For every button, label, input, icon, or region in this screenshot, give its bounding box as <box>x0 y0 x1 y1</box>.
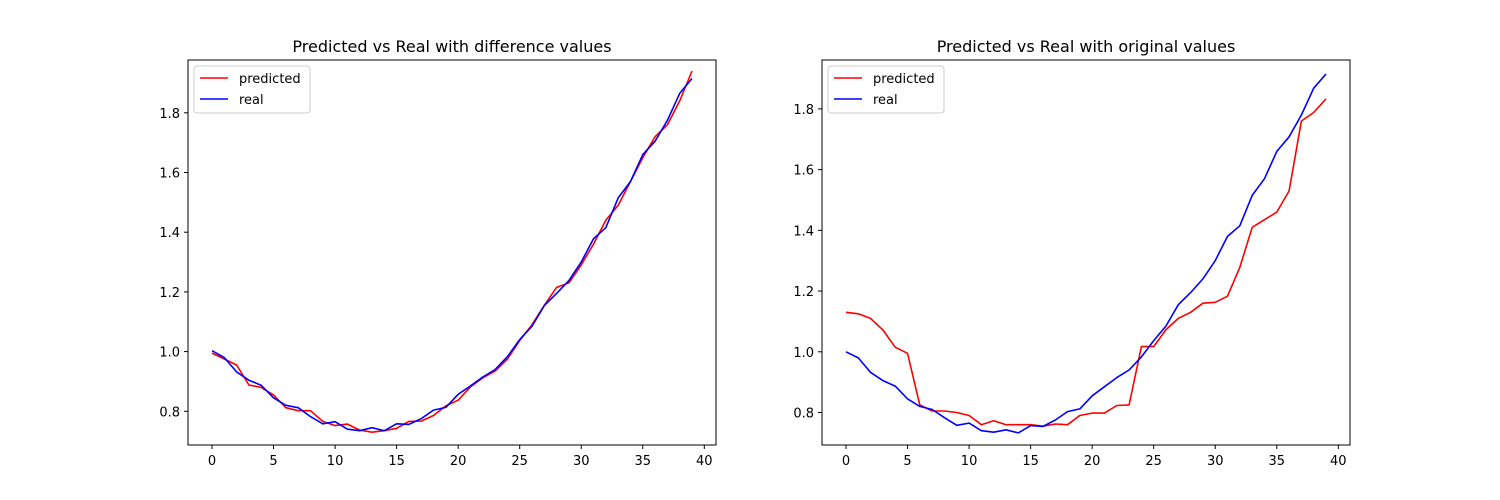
left-x-tick-label: 10 <box>327 454 344 469</box>
left-y-tick-label: 1.4 <box>159 226 180 241</box>
left-y-tick-label: 1.2 <box>159 286 180 301</box>
left-x-tick-label: 5 <box>269 454 277 469</box>
right-x-tick-label: 10 <box>961 454 978 469</box>
left-y-tick-label: 0.8 <box>159 405 180 420</box>
right-y-tick-label: 1.4 <box>793 224 814 239</box>
right-x-tick-label: 20 <box>1084 454 1101 469</box>
left-y-tick-label: 1.0 <box>159 346 180 361</box>
right-x-tick-label: 40 <box>1330 454 1347 469</box>
right-x-tick-label: 5 <box>903 454 911 469</box>
right-x-tick-label: 15 <box>1022 454 1039 469</box>
left-x-tick-label: 15 <box>388 454 405 469</box>
right-y-tick-label: 1.6 <box>793 164 814 179</box>
left-x-tick-label: 35 <box>634 454 651 469</box>
right-y-tick-label: 1.8 <box>793 103 814 118</box>
left-legend: predicted real <box>193 65 311 114</box>
right-plot-area: 0 5 10 15 20 25 30 35 40 0.8 1.0 1.2 1.4 1.6 1.8 predic… <box>793 59 1351 469</box>
right-chart-title: Predicted vs Real with original values <box>937 37 1236 56</box>
right-series-real-line <box>845 73 1327 434</box>
right-y-tick-label: 1.0 <box>793 346 814 361</box>
left-series-real-line <box>211 77 693 432</box>
right-chart: Predicted vs Real with original values 0… <box>793 37 1351 469</box>
left-x-tick-label: 20 <box>450 454 467 469</box>
left-x-tick-label: 30 <box>573 454 590 469</box>
left-axes-frame <box>187 59 717 446</box>
right-x-tick-label: 25 <box>1145 454 1162 469</box>
right-legend: predicted real <box>827 65 945 114</box>
left-x-tick-label: 0 <box>208 454 216 469</box>
right-axes-frame <box>821 59 1351 446</box>
left-y-tick-label: 1.6 <box>159 167 180 182</box>
left-x-tick-label: 40 <box>696 454 713 469</box>
right-x-tick-label: 30 <box>1207 454 1224 469</box>
right-x-tick-label: 0 <box>842 454 850 469</box>
left-chart-title: Predicted vs Real with difference values <box>292 37 611 56</box>
left-legend-label-real: real <box>239 93 264 108</box>
left-y-tick-label: 1.8 <box>159 107 180 122</box>
right-y-tick-label: 0.8 <box>793 407 814 422</box>
right-legend-label-real: real <box>873 93 898 108</box>
left-plot-area: 0 5 10 15 20 25 30 35 40 0.8 1.0 1.2 1.4 1.6 1.8 predic… <box>159 59 717 469</box>
right-y-tick-label: 1.2 <box>793 285 814 300</box>
left-legend-label-predicted: predicted <box>239 72 301 87</box>
left-x-tick-label: 25 <box>511 454 528 469</box>
right-x-tick-label: 35 <box>1268 454 1285 469</box>
left-chart: Predicted vs Real with difference values… <box>159 37 717 469</box>
right-legend-label-predicted: predicted <box>873 72 935 87</box>
